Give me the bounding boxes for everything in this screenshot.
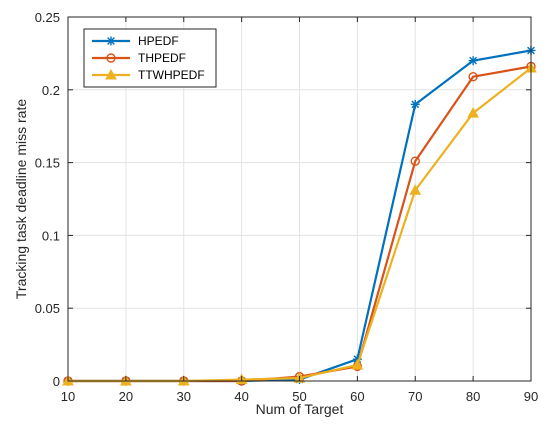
x-tick-label: 50	[292, 389, 306, 404]
y-tick-label: 0.15	[35, 156, 60, 171]
y-tick-label: 0.05	[35, 301, 60, 316]
x-tick-label: 70	[408, 389, 422, 404]
x-tick-label: 90	[524, 389, 538, 404]
triangle-marker	[467, 107, 479, 118]
circle-marker	[106, 53, 116, 63]
asterisk-marker	[468, 56, 478, 66]
x-tick-label: 80	[466, 389, 480, 404]
y-tick-label: 0.2	[42, 83, 60, 98]
grid-lines	[67, 16, 532, 382]
asterisk-stroke	[411, 100, 420, 109]
circle-marker	[468, 71, 478, 82]
axis-ticks	[67, 16, 532, 382]
legend-item-thpedf: THPEDF	[92, 51, 186, 65]
legend-item-hpedf: HPEDF	[92, 34, 179, 48]
asterisk-stroke	[469, 56, 477, 65]
triangle-marker	[105, 68, 117, 80]
x-tick-label: 40	[234, 389, 248, 404]
y-tick-label: 0.1	[42, 228, 60, 243]
legend-label: TTWHPEDF	[138, 68, 205, 82]
x-axis-label: Num of Target	[256, 401, 344, 417]
triangle-marker	[409, 184, 422, 195]
legend-item-ttwhpedf: TTWHPEDF	[92, 68, 205, 82]
legend-label: HPEDF	[138, 34, 179, 48]
legend-label: THPEDF	[138, 51, 186, 65]
x-tick-label: 20	[119, 389, 133, 404]
circle-marker	[410, 156, 420, 166]
legend: HPEDF THPEDF TTWHPEDF	[83, 28, 217, 88]
y-tick-label: 0	[53, 374, 60, 389]
triangle-marker	[351, 358, 364, 370]
x-tick-label: 60	[350, 389, 364, 404]
asterisk-stroke	[107, 37, 115, 45]
asterisk-marker	[106, 36, 116, 46]
x-tick-label: 10	[61, 389, 75, 404]
y-axis-label: Tracking task deadline miss rate	[13, 99, 29, 299]
tick-labels: 10 20 30 40 50 60 70 80 90 0 0.05 0.1 0.15 0.2 0.25	[35, 10, 539, 404]
x-tick-label: 30	[177, 389, 191, 404]
y-tick-label: 0.25	[35, 10, 60, 25]
asterisk-marker	[410, 99, 420, 109]
